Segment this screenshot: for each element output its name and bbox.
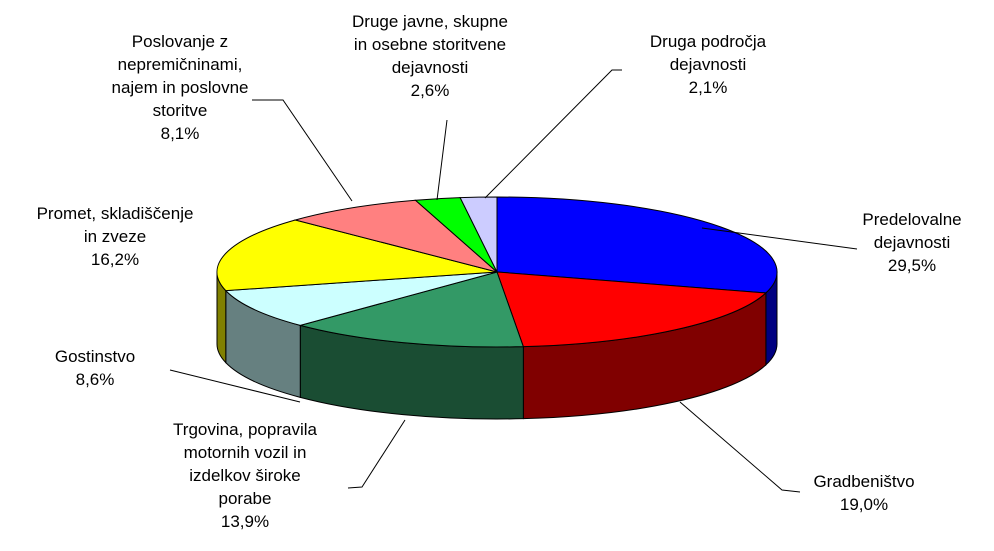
slice bbox=[459, 196, 498, 273]
value-label: 8,6% bbox=[75, 370, 115, 389]
category-name: Promet, skladiščenje in zveze bbox=[36, 204, 194, 246]
slice bbox=[496, 196, 778, 294]
slice bbox=[293, 199, 498, 273]
slice-label: Poslovanje z nepremičninami, najem in po… bbox=[111, 30, 248, 145]
leader-line bbox=[679, 401, 801, 493]
slice bbox=[496, 271, 768, 348]
value-label: 19,0% bbox=[839, 495, 889, 514]
category-name: Druga področja dejavnosti bbox=[649, 32, 767, 74]
leader-lines bbox=[169, 69, 858, 493]
slice-label: Gradbeništvo 19,0% bbox=[813, 470, 914, 516]
value-label: 16,2% bbox=[90, 250, 140, 269]
leader-line bbox=[436, 119, 448, 201]
slice-label: Trgovina, popravila motornih vozil in iz… bbox=[173, 418, 317, 533]
value-label: 29,5% bbox=[887, 256, 937, 275]
category-name: Gradbeništvo bbox=[813, 472, 915, 491]
leader-line bbox=[484, 69, 622, 199]
category-name: Druge javne, skupne in osebne storitvene… bbox=[352, 12, 508, 77]
leader-line bbox=[252, 99, 353, 202]
value-label: 2,1% bbox=[688, 78, 728, 97]
slice bbox=[298, 271, 525, 348]
value-label: 8,1% bbox=[160, 124, 200, 143]
leader-line bbox=[701, 227, 858, 250]
tops bbox=[216, 196, 778, 348]
slice bbox=[216, 219, 498, 292]
slice-label: Promet, skladiščenje in zveze 16,2% bbox=[37, 202, 194, 271]
value-label: 13,9% bbox=[220, 512, 270, 531]
leader-line bbox=[347, 419, 406, 489]
slice-label: Predelovalne dejavnosti 29,5% bbox=[862, 208, 961, 277]
slice bbox=[224, 271, 498, 326]
leader-line bbox=[169, 369, 301, 403]
value-label: 2,6% bbox=[410, 81, 450, 100]
category-name: Gostinstvo bbox=[54, 347, 136, 366]
slice-label: Druga področja dejavnosti 2,1% bbox=[650, 30, 766, 99]
sides bbox=[216, 271, 778, 420]
category-name: Poslovanje z nepremičninami, najem in po… bbox=[111, 32, 249, 120]
slice-label: Druge javne, skupne in osebne storitvene… bbox=[352, 10, 508, 102]
category-name: Trgovina, popravila motornih vozil in iz… bbox=[173, 420, 317, 508]
category-name: Predelovalne dejavnosti bbox=[862, 210, 962, 252]
slice-label: Gostinstvo 8,6% bbox=[55, 345, 135, 391]
